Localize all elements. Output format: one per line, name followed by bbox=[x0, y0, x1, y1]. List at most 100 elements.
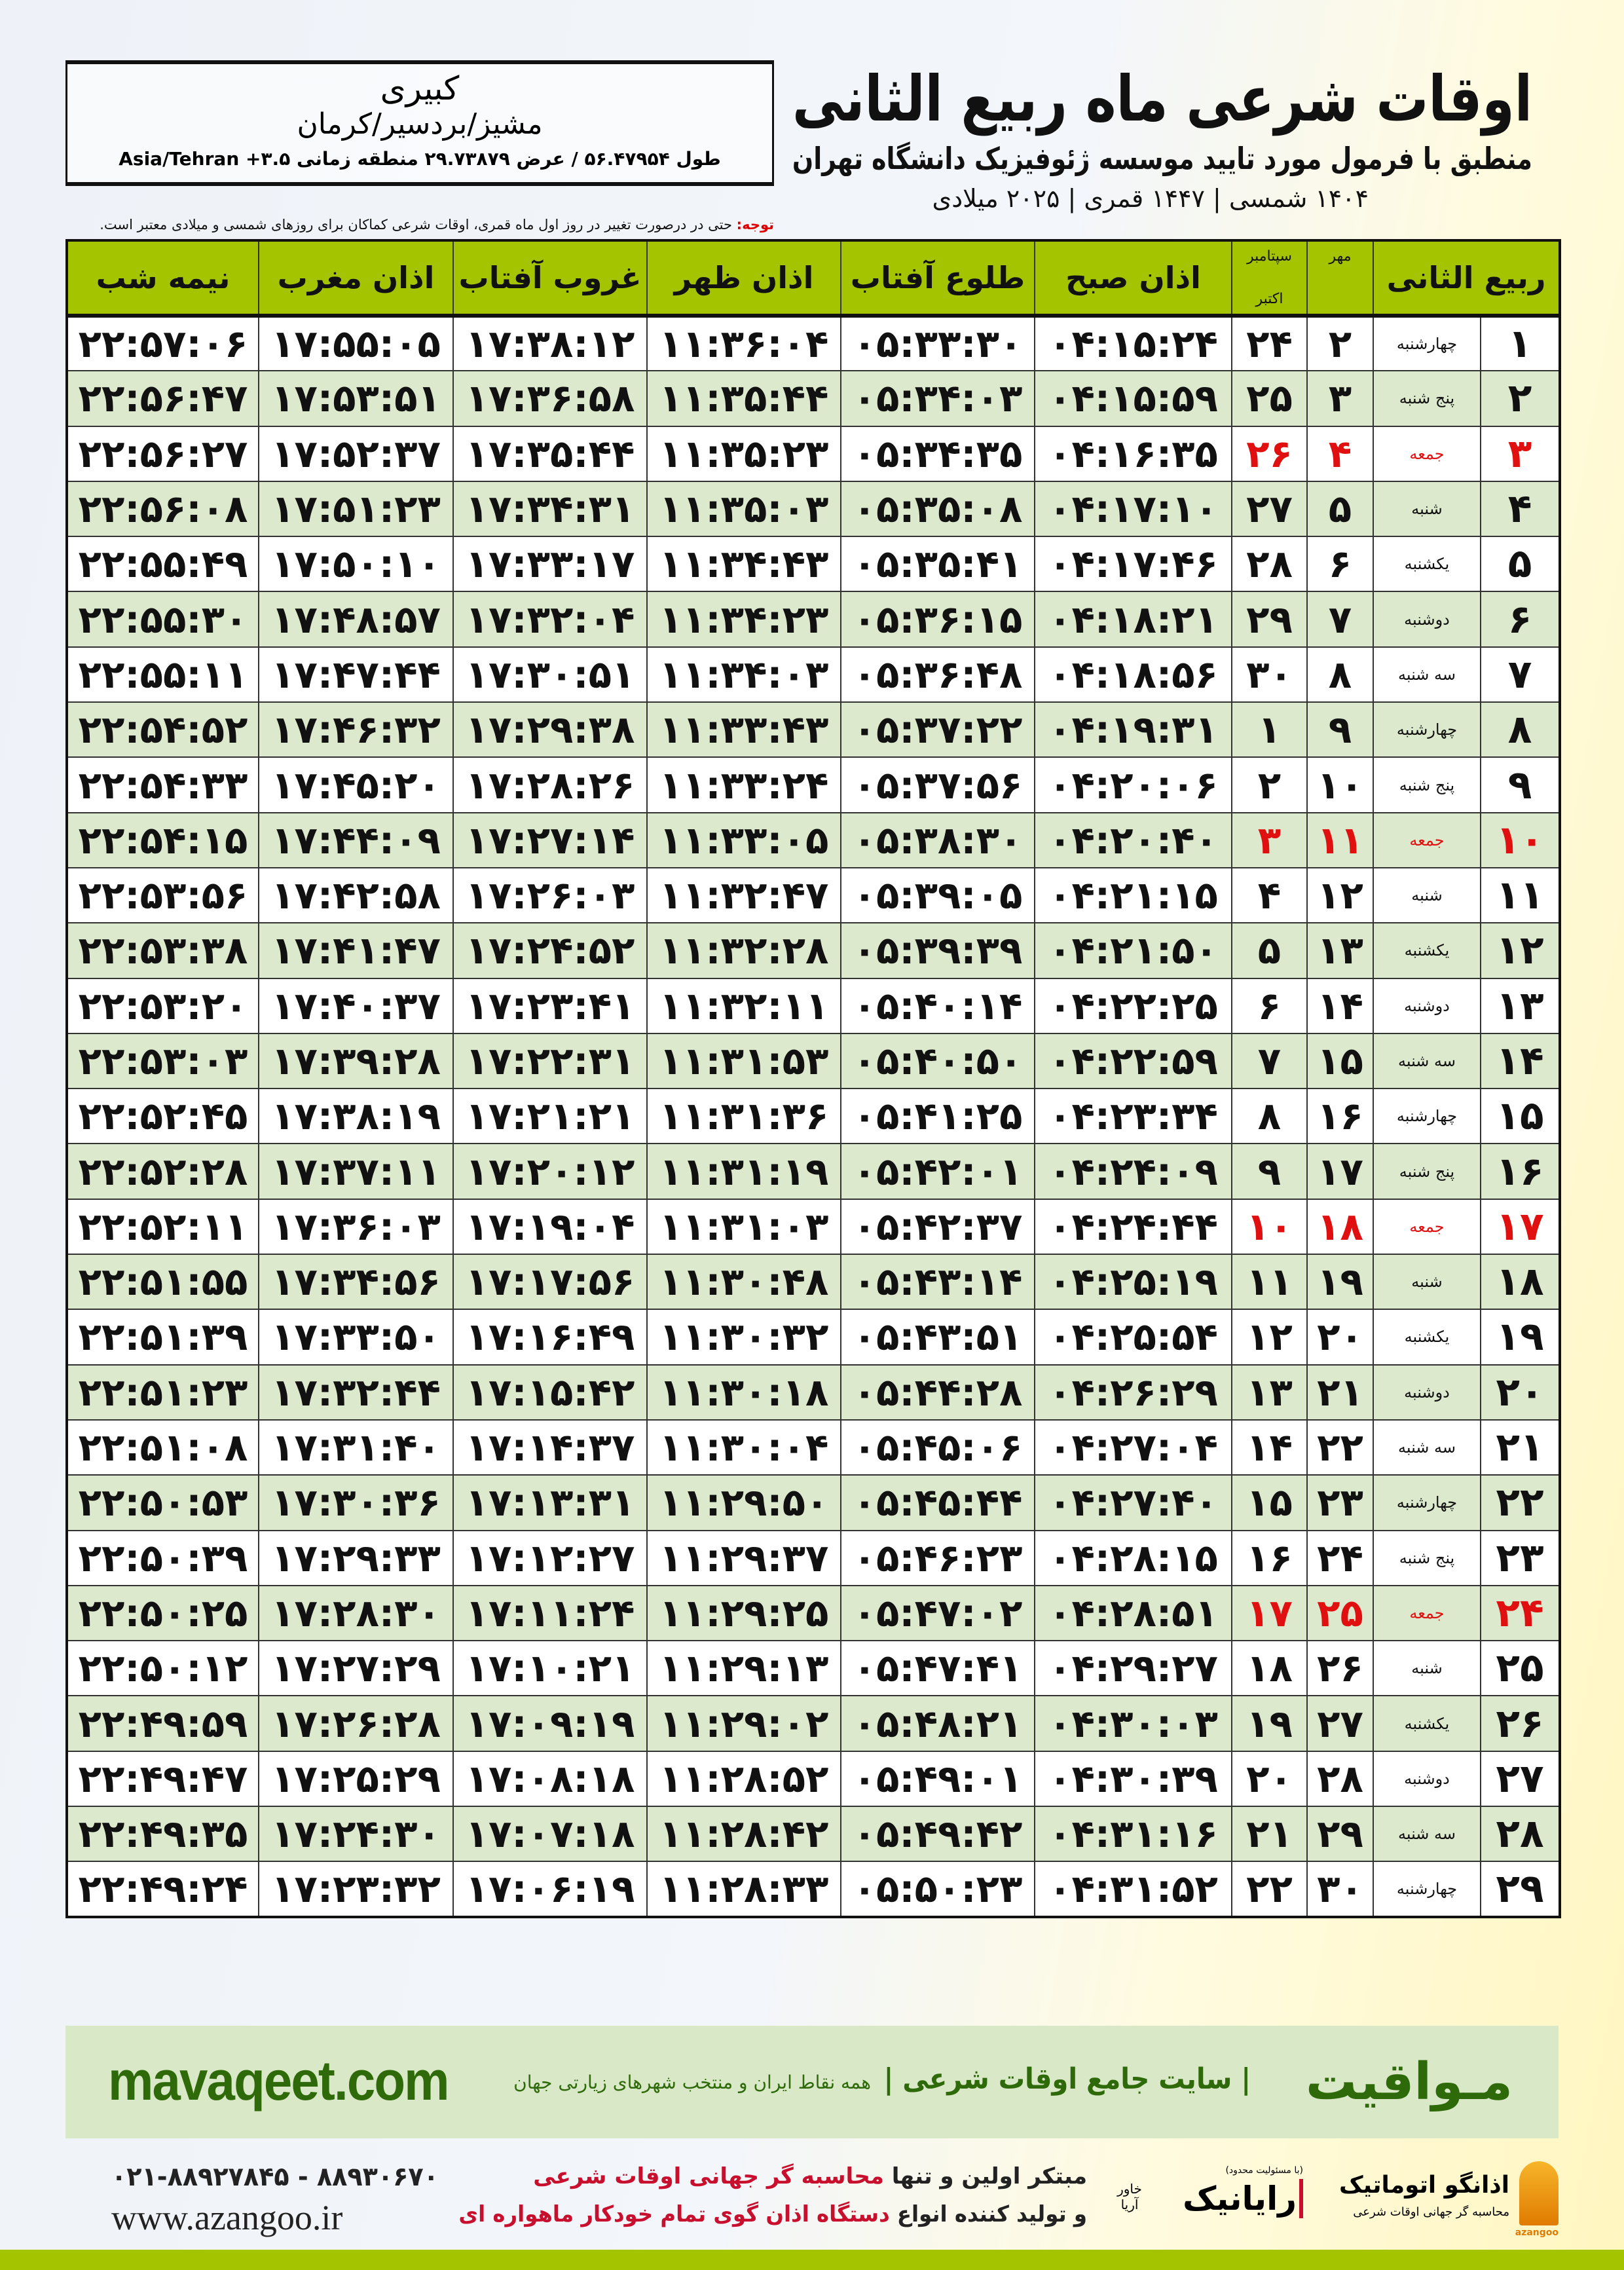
cell-fajr: ۰۴:۳۰:۰۳ bbox=[1034, 1695, 1232, 1752]
cell-sunrise: ۰۵:۳۹:۰۵ bbox=[840, 866, 1035, 924]
logo-note: (با مسئولیت محدود) bbox=[1225, 2165, 1303, 2176]
cell-weekday: سه شنبه bbox=[1373, 1419, 1481, 1476]
table-row: ۵ یکشنبه ۶ ۲۸ ۰۴:۱۷:۴۶ ۰۵:۳۵:۴۱ ۱۱:۳۴:۴۳ ۱۷:۳۳:… bbox=[66, 536, 1560, 593]
cell-sunrise: ۰۵:۴۰:۵۰ bbox=[840, 1032, 1035, 1090]
cell-fajr: ۰۴:۳۱:۵۲ bbox=[1034, 1861, 1232, 1918]
site-link[interactable]: mavaqeet.com bbox=[108, 2050, 450, 2112]
table-row: ۱۳ دوشنبه ۱۴ ۶ ۰۴:۲۲:۲۵ ۰۵:۴۰:۱۴ ۱۱:۳۲:۱۱ ۱۷:۲۳… bbox=[66, 977, 1560, 1034]
cell-maghrib: ۱۷:۳۰:۳۶ bbox=[258, 1474, 454, 1531]
table-row: ۱۱ شنبه ۱۲ ۴ ۰۴:۲۱:۱۵ ۰۵:۳۹:۰۵ ۱۱:۳۲:۴۷ ۱۷:۲۶:۰… bbox=[66, 866, 1560, 924]
cell-dhuhr: ۱۱:۳۰:۱۸ bbox=[646, 1364, 841, 1421]
header-dhuhr: اذان ظهر bbox=[646, 240, 841, 318]
cell-mehr: ۲۸ bbox=[1306, 1750, 1374, 1808]
cell-greg: ۱۱ bbox=[1231, 1254, 1308, 1311]
cell-sunset: ۱۷:۲۳:۴۱ bbox=[452, 977, 648, 1034]
cell-fajr: ۰۴:۱۶:۳۵ bbox=[1034, 425, 1232, 482]
table-row: ۲۳ پنج شنبه ۲۴ ۱۶ ۰۴:۲۸:۱۵ ۰۵:۴۶:۲۳ ۱۱:۲۹:۳۷ ۱۷… bbox=[66, 1529, 1560, 1586]
city-name: کبیری bbox=[380, 69, 460, 107]
cell-maghrib: ۱۷:۳۷:۱۱ bbox=[258, 1143, 454, 1200]
brand-logo: مـواقیت bbox=[1305, 2053, 1513, 2112]
cell-dhuhr: ۱۱:۳۱:۱۹ bbox=[646, 1143, 841, 1200]
cell-day: ۲۱ bbox=[1480, 1419, 1560, 1476]
cell-sunrise: ۰۵:۴۳:۱۴ bbox=[840, 1254, 1035, 1311]
table-row: ۱۵ چهارشنبه ۱۶ ۸ ۰۴:۲۳:۳۴ ۰۵:۴۱:۲۵ ۱۱:۳۱:۳۶ ۱۷:… bbox=[66, 1088, 1560, 1145]
cell-dhuhr: ۱۱:۲۹:۰۲ bbox=[646, 1695, 841, 1752]
cell-weekday: دوشنبه bbox=[1373, 1750, 1481, 1808]
prayer-times-table: ربیع الثانی مهر سپتامبر اکتبر اذان صبح طل… bbox=[65, 239, 1561, 1918]
cell-day: ۶ bbox=[1480, 591, 1560, 648]
logo-subtext: محاسبه گر جهانی اوقات شرعی bbox=[1353, 2205, 1509, 2219]
cell-maghrib: ۱۷:۳۴:۵۶ bbox=[258, 1254, 454, 1311]
cell-midnight: ۲۲:۴۹:۴۷ bbox=[66, 1750, 259, 1808]
cell-maghrib: ۱۷:۴۴:۰۹ bbox=[258, 811, 454, 868]
cell-midnight: ۲۲:۵۰:۳۹ bbox=[66, 1529, 259, 1586]
table-row: ۸ چهارشنبه ۹ ۱ ۰۴:۱۹:۳۱ ۰۵:۳۷:۲۲ ۱۱:۳۳:۴۳ ۱۷:۲۹… bbox=[66, 701, 1560, 758]
cell-mehr: ۱۵ bbox=[1306, 1032, 1374, 1090]
cell-midnight: ۲۲:۵۱:۳۹ bbox=[66, 1309, 259, 1366]
cell-sunrise: ۰۵:۴۵:۴۴ bbox=[840, 1474, 1035, 1531]
cell-fajr: ۰۴:۲۷:۰۴ bbox=[1034, 1419, 1232, 1476]
cell-greg: ۲۵ bbox=[1231, 370, 1308, 427]
cell-sunset: ۱۷:۳۲:۰۴ bbox=[452, 591, 648, 648]
cell-maghrib: ۱۷:۳۸:۱۹ bbox=[258, 1088, 454, 1145]
cell-weekday: پنج شنبه bbox=[1373, 370, 1481, 427]
cell-maghrib: ۱۷:۲۸:۳۰ bbox=[258, 1584, 454, 1642]
cell-sunset: ۱۷:۱۷:۵۶ bbox=[452, 1254, 648, 1311]
cell-greg: ۱۸ bbox=[1231, 1640, 1308, 1697]
cell-day: ۱ bbox=[1480, 314, 1560, 372]
cell-greg: ۲۰ bbox=[1231, 1750, 1308, 1808]
cell-sunset: ۱۷:۳۶:۵۸ bbox=[452, 370, 648, 427]
cell-day: ۲۲ bbox=[1480, 1474, 1560, 1531]
cell-maghrib: ۱۷:۵۲:۳۷ bbox=[258, 425, 454, 482]
cell-sunset: ۱۷:۰۶:۱۹ bbox=[452, 1861, 648, 1918]
cell-sunrise: ۰۵:۴۳:۵۱ bbox=[840, 1309, 1035, 1366]
table-row: ۱۷ جمعه ۱۸ ۱۰ ۰۴:۲۴:۴۴ ۰۵:۴۲:۳۷ ۱۱:۳۱:۰۳ ۱۷:۱۹:… bbox=[66, 1198, 1560, 1256]
cell-sunset: ۱۷:۱۲:۲۷ bbox=[452, 1529, 648, 1586]
cell-fajr: ۰۴:۱۸:۵۶ bbox=[1034, 646, 1232, 703]
cell-greg: ۱ bbox=[1231, 701, 1308, 758]
cell-fajr: ۰۴:۲۶:۲۹ bbox=[1034, 1364, 1232, 1421]
cell-maghrib: ۱۷:۳۶:۰۳ bbox=[258, 1198, 454, 1256]
cell-day: ۲۳ bbox=[1480, 1529, 1560, 1586]
cell-greg: ۸ bbox=[1231, 1088, 1308, 1145]
logo-text: رایانیک bbox=[1159, 2179, 1303, 2218]
cell-sunset: ۱۷:۱۹:۰۴ bbox=[452, 1198, 648, 1256]
cell-dhuhr: ۱۱:۳۲:۴۷ bbox=[646, 866, 841, 924]
cell-weekday: جمعه bbox=[1373, 1198, 1481, 1256]
cell-maghrib: ۱۷:۵۱:۲۳ bbox=[258, 480, 454, 538]
cell-mehr: ۲۷ bbox=[1306, 1695, 1374, 1752]
cell-weekday: پنج شنبه bbox=[1373, 1143, 1481, 1200]
cell-dhuhr: ۱۱:۳۴:۲۳ bbox=[646, 591, 841, 648]
cell-greg: ۹ bbox=[1231, 1143, 1308, 1200]
cell-weekday: جمعه bbox=[1373, 811, 1481, 868]
cell-day: ۲۸ bbox=[1480, 1806, 1560, 1863]
cell-midnight: ۲۲:۴۹:۳۵ bbox=[66, 1806, 259, 1863]
cell-sunrise: ۰۵:۴۲:۰۱ bbox=[840, 1143, 1035, 1200]
table-row: ۱۹ یکشنبه ۲۰ ۱۲ ۰۴:۲۵:۵۴ ۰۵:۴۳:۵۱ ۱۱:۳۰:۳۲ ۱۷:۱… bbox=[66, 1309, 1560, 1366]
cell-fajr: ۰۴:۲۲:۲۵ bbox=[1034, 977, 1232, 1034]
cell-mehr: ۱۷ bbox=[1306, 1143, 1374, 1200]
header-sunrise: طلوع آفتاب bbox=[840, 240, 1035, 318]
cell-fajr: ۰۴:۲۷:۴۰ bbox=[1034, 1474, 1232, 1531]
cell-sunrise: ۰۵:۴۹:۰۱ bbox=[840, 1750, 1035, 1808]
cell-sunset: ۱۷:۱۱:۲۴ bbox=[452, 1584, 648, 1642]
cell-greg: ۲۴ bbox=[1231, 314, 1308, 372]
cell-maghrib: ۱۷:۴۶:۳۲ bbox=[258, 701, 454, 758]
cell-mehr: ۸ bbox=[1306, 646, 1374, 703]
cell-fajr: ۰۴:۲۵:۵۴ bbox=[1034, 1309, 1232, 1366]
header-oct: اکتبر bbox=[1255, 291, 1283, 307]
cell-day: ۲ bbox=[1480, 370, 1560, 427]
cell-sunset: ۱۷:۳۸:۱۲ bbox=[452, 314, 648, 372]
cell-dhuhr: ۱۱:۳۲:۲۸ bbox=[646, 922, 841, 979]
cell-day: ۹ bbox=[1480, 756, 1560, 813]
cell-maghrib: ۱۷:۲۵:۲۹ bbox=[258, 1750, 454, 1808]
header-fajr: اذان صبح bbox=[1034, 240, 1232, 318]
cell-dhuhr: ۱۱:۲۸:۵۲ bbox=[646, 1750, 841, 1808]
cell-greg: ۱۰ bbox=[1231, 1198, 1308, 1256]
cell-sunrise: ۰۵:۴۷:۴۱ bbox=[840, 1640, 1035, 1697]
cell-midnight: ۲۲:۵۳:۵۶ bbox=[66, 866, 259, 924]
azangoo-link[interactable]: www.azangoo.ir bbox=[111, 2198, 343, 2237]
cell-sunrise: ۰۵:۳۴:۰۳ bbox=[840, 370, 1035, 427]
cell-day: ۲۹ bbox=[1480, 1861, 1560, 1918]
azangoo-logo: اذانگو اتوماتیک محاسبه گر جهانی اوقات شر… bbox=[1336, 2161, 1559, 2240]
